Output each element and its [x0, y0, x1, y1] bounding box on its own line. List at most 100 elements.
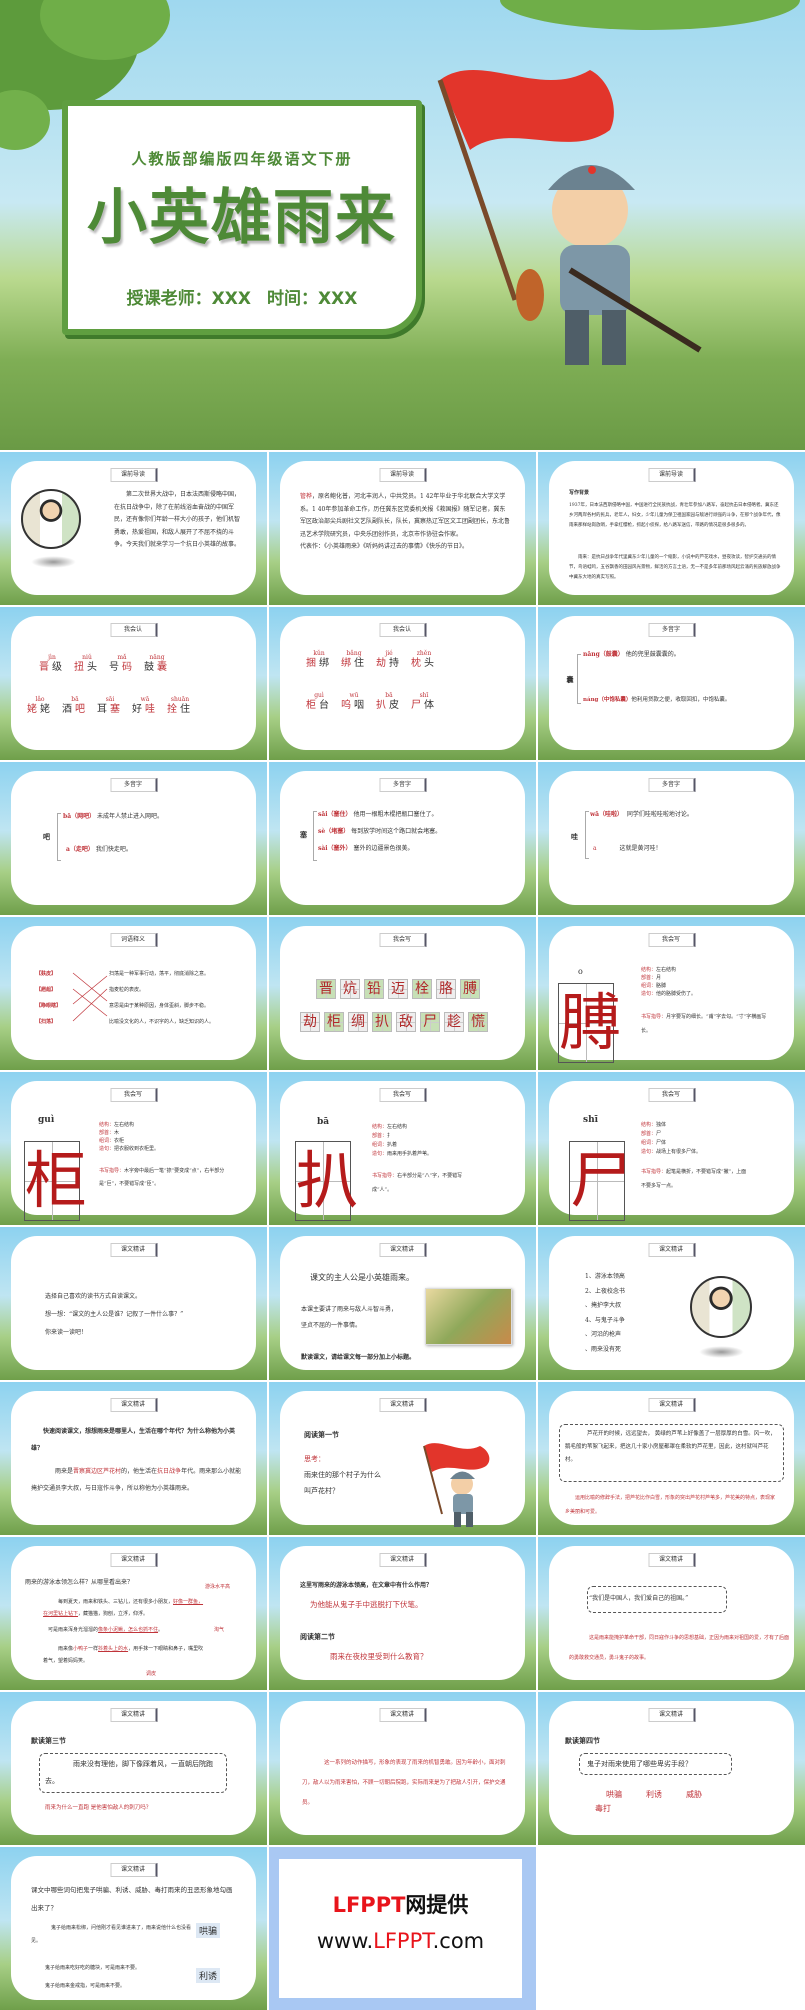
ad-url[interactable]: www.LFPPT.com: [279, 1929, 522, 1953]
slide-3[interactable]: 课前导读 写作背景 1937年，日本法西斯侵略中国，中国进行全民族抗战，青壮年参…: [538, 452, 805, 605]
target-char: 姥: [27, 704, 40, 715]
target-char: 捆: [306, 658, 319, 669]
definition[interactable]: 扫荡是一种军事行动，荡平，彻底消除之意。: [109, 971, 210, 977]
term[interactable]: 【睁眼瞎】: [36, 1003, 62, 1009]
char-cell: 炕: [340, 979, 360, 999]
slide-card: 课文精讲 雨来的游泳本领怎么样？从哪里看出来？ 游泳水平高 淘气 调皮 每到夏天…: [11, 1546, 256, 1680]
definition[interactable]: 比喻没文化的人，不识字的人，缺乏知识的人。: [109, 1019, 215, 1025]
slide-12[interactable]: 我会写 o 膊 结构：左右结构 部首：月 组词：胳膊 造句：他的胳膊受伤了。 书…: [538, 917, 805, 1070]
term[interactable]: 【趔趄】: [36, 987, 57, 993]
slide-9[interactable]: 多音字 哇 wā（哇啦） 同学们哇啦哇啦地讨论。 a 这就是黄河哇！: [538, 762, 805, 915]
slide-card: 课文精讲 选择自己喜欢的读书方式自读课文。 想一想：“课文的主人公是谁？记叙了一件…: [11, 1236, 256, 1370]
slide-14[interactable]: 我会写 bā 扒 结构：左右结构 部首：扌 组词：扒着 造句：雨来用手扒着芦苇。…: [269, 1072, 536, 1225]
slide-7[interactable]: 多音字 吧 bā（网吧） 未成年人禁止进入网吧。 a（走吧） 我们快走吧。: [0, 762, 267, 915]
word-with-pinyin: nāng 鼓囊: [144, 654, 170, 674]
example: 他的兜里鼓囊囊的。: [625, 651, 680, 658]
slide-15[interactable]: 我会写 shī 尸 结构：独体 部首：尸 组词：尸体 造句：战场上有很多尸体。 …: [538, 1072, 805, 1225]
word-row-1: jìn 晋级 niǔ 扭头 mǎ 号码 nāng 鼓囊: [39, 654, 259, 674]
line: 鬼子给雨来吃好吃的糖块，可是雨来不要。: [45, 1965, 141, 1971]
note-label: 调皮: [146, 1671, 157, 1677]
polyphone-char: 吧: [43, 832, 50, 841]
list-item: 、雨来没有死: [585, 1345, 622, 1353]
slide-20[interactable]: 课文精讲 阅读第一节 思考： 雨来住的那个村子为什么叫芦花村？: [269, 1382, 536, 1535]
question: 这里写雨来的游泳本领高，在文章中有什么作用？: [300, 1582, 433, 1589]
slide-26[interactable]: 课文精讲 这一系列的动作描写，形象的表现了雨来的机智勇敢。因为年龄小，面对刺刀，…: [269, 1692, 536, 1845]
word: 号码: [109, 662, 135, 674]
question: 鬼子对雨来使用了哪些卑劣手段？: [587, 1760, 692, 1768]
pinyin: guì: [314, 692, 324, 699]
slide-21[interactable]: 课文精讲 芦花开的时候，远远望去， 黄绿的芦苇上好像盖了一层厚厚的白雪。风一吹，…: [538, 1382, 805, 1535]
word-with-pinyin: wū 呜咽: [341, 692, 367, 712]
text: ，用手抹一下眼睛和鼻子，嘴里吹着气，望着妈妈笑。: [43, 1646, 204, 1664]
slide-card: 课文精讲 课文中哪些词句把鬼子哄骗、利诱、威胁、毒打雨来的丑恶形象地勾画出来了？…: [11, 1856, 256, 2000]
definition[interactable]: 指麦粒的表皮。: [109, 987, 145, 993]
slide-25[interactable]: 课文精讲 默读第三节 雨来没有理他，脚下像踩着风，一直朝后院跑去。 雨来为什么一…: [0, 1692, 267, 1845]
slide-17[interactable]: 课文精讲 课文的主人公是小英雄雨来。 本课主要讲了雨来与敌人斗智斗勇，坚贞不屈的…: [269, 1227, 536, 1380]
slide-8[interactable]: 多音字 塞 sāi（塞住） 他用一根粗木棍把瓶口塞住了。 sè（堵塞） 每到放学…: [269, 762, 536, 915]
yulai-portrait: [690, 1276, 752, 1338]
label: 组词：: [99, 1138, 115, 1144]
underlined-text: 抖着头上的水: [98, 1646, 129, 1652]
brace: [313, 811, 317, 861]
label: 造句：: [641, 991, 657, 997]
word: 尸体: [411, 700, 437, 712]
definition[interactable]: 意思是由于某种原因，身体歪斜，脚步不稳。: [109, 1003, 210, 1009]
char: 头: [87, 662, 100, 673]
slide-1[interactable]: 课前导读 第二次世界大战中，日本法西斯侵略中国，在抗日战争中，除了在前线浴血奋战…: [0, 452, 267, 605]
label: 组词：: [372, 1142, 388, 1148]
cover-slide[interactable]: 人教版部编版四年级语文下册 小英雄雨来 授课老师：XXX 时间：XXX: [0, 0, 805, 450]
slide-card: 我会写 o 膊 结构：左右结构 部首：月 组词：胳膊 造句：他的胳膊受伤了。 书…: [549, 926, 794, 1063]
char-grid-row-1: 晋炕铅迈栓胳膊: [314, 978, 482, 999]
slide-27[interactable]: 课文精讲 默读第四节 鬼子对雨来使用了哪些卑劣手段？ 哄骗 利诱 威胁 毒打: [538, 1692, 805, 1845]
example: 未成年人禁止进入网吧。: [97, 813, 164, 820]
large-char-grid: 膊: [558, 983, 621, 1063]
question: 雨来为什么一直跑 是他害怕敌人的刺刀吗？: [45, 1805, 152, 1811]
slide-header: 课文精讲: [648, 1243, 695, 1257]
word: 晋级: [39, 662, 65, 674]
term[interactable]: 【扫荡】: [36, 1019, 57, 1025]
example-1: 鬼子给雨来松绑，问他刚才看见谁进来了，雨来说他什么也没看见。: [31, 1925, 192, 1944]
ad-card: LFPPT网提供 www.LFPPT.com: [279, 1859, 522, 1998]
slide-24[interactable]: 课文精讲 “我们是中国人，我们爱自己的祖国。” 这是雨来能掩护革命干部，同日寇作…: [538, 1537, 805, 1690]
question-2: 雨来在夜校里受到什么教育？: [330, 1652, 428, 1661]
question: 快速阅读课文，想想雨来是哪里人，生活在哪个年代？为什么称他为小英雄？: [31, 1428, 236, 1452]
char-info: 结构：左右结构 部首：月 组词：胳膊 造句：他的胳膊受伤了。: [641, 966, 696, 998]
pinyin: kǔn: [313, 650, 325, 657]
slide-card: 课文精讲 这一系列的动作描写，形象的表现了雨来的机智勇敢。因为年龄小，面对刺刀，…: [280, 1701, 525, 1835]
word: 扒着: [387, 1142, 398, 1148]
slide-card: 我会写 shī 尸 结构：独体 部首：尸 组词：尸体 造句：战场上有很多尸体。 …: [549, 1081, 794, 1221]
word-with-pinyin: niǔ 扭头: [74, 654, 100, 674]
slide-23[interactable]: 课文精讲 这里写雨来的游泳本领高，在文章中有什么作用？ 为他能从鬼子手中逃脱打下…: [269, 1537, 536, 1690]
word-row-2: lǎo 姥姥 bā 酒吧 sāi 耳塞 wā 好哇 shuān 拴住: [27, 696, 257, 716]
slide-13[interactable]: 我会写 guì 柜 结构：左右结构 部首：木 组词：衣柜 造句：把衣服收到衣柜里…: [0, 1072, 267, 1225]
ad-slide[interactable]: LFPPT网提供 www.LFPPT.com: [269, 1847, 536, 2010]
label: 书写指导：: [99, 1168, 125, 1174]
slide-card: 我会写 bā 扒 结构：左右结构 部首：扌 组词：扒着 造句：雨来用手扒着芦苇。…: [280, 1081, 525, 1221]
slide-4[interactable]: 我会认 jìn 晋级 niǔ 扭头 mǎ 号码 nāng 鼓囊 lǎo 姥姥 bā 酒吧 sāi 耳塞 w…: [0, 607, 267, 760]
char-pinyin: shī: [583, 1115, 599, 1125]
writing-guide: 书写指导：月字要写的细长。“甫”字去勾。“寸”字横画写长。: [641, 1010, 771, 1038]
text: ，藏猫猫，狗刨，立浮，仰浮。: [78, 1611, 149, 1617]
term[interactable]: 【麸皮】: [36, 971, 57, 977]
brace: [577, 654, 581, 704]
slide-2[interactable]: 课前导读 管桦，原名鲍化普，河北丰润人，中共党员。1 42年毕业于华北联合大学文…: [269, 452, 536, 605]
section-title: 默读第四节: [565, 1736, 600, 1745]
pinyin: mǎ: [117, 654, 127, 661]
slide-18[interactable]: 课文精讲 1、游泳本领高 2、上夜校念书 、掩护李大叔 4、与鬼子斗争 、河沿的枪声 、雨…: [538, 1227, 805, 1380]
slide-16[interactable]: 课文精讲 选择自己喜欢的读书方式自读课文。 想一想：“课文的主人公是谁？记叙了一件…: [0, 1227, 267, 1380]
slide-19[interactable]: 课文精讲 快速阅读课文，想想雨来是哪里人，生活在哪个年代？为什么称他为小英雄？ …: [0, 1382, 267, 1535]
slide-28[interactable]: 课文精讲 课文中哪些词句把鬼子哄骗、利诱、威胁、毒打雨来的丑恶形象地勾画出来了？…: [0, 1847, 267, 2010]
slide-header: 课文精讲: [379, 1243, 426, 1257]
word-with-pinyin: zhěn 枕头: [411, 650, 437, 670]
char-info: 结构：独体 部首：尸 组词：尸体 造句：战场上有很多尸体。: [641, 1121, 701, 1157]
slide-10[interactable]: 词语释义 【麸皮】 【趔趄】 【睁眼瞎】 【扫荡】 扫荡是一种军事行动，荡平，彻底消除…: [0, 917, 267, 1070]
slide-22[interactable]: 课文精讲 雨来的游泳本领怎么样？从哪里看出来？ 游泳水平高 淘气 调皮 每到夏天…: [0, 1537, 267, 1690]
char-cell: 迈: [388, 979, 408, 999]
slide-card: 课文精讲 快速阅读课文，想想雨来是哪里人，生活在哪个年代？为什么称他为小英雄？ …: [11, 1391, 256, 1525]
slide-11[interactable]: 我会写 晋炕铅迈栓胳膊 劫柜绸扒敌尸趁慌: [269, 917, 536, 1070]
slide-6[interactable]: 多音字 囊 nāng（鼓囊） 他的兜里鼓囊囊的。 náng（中饱私囊）他利用贷款…: [538, 607, 805, 760]
tag-lure: 利诱: [196, 1968, 221, 1983]
slide-5[interactable]: 我会认 kǔn 捆绑 bǎng 绑住 jié 劫持 zhěn 枕头 guì 柜台 wū 呜咽 bā 扒皮…: [269, 607, 536, 760]
grenade-icon: [516, 269, 544, 321]
target-char: 晋: [39, 662, 52, 673]
